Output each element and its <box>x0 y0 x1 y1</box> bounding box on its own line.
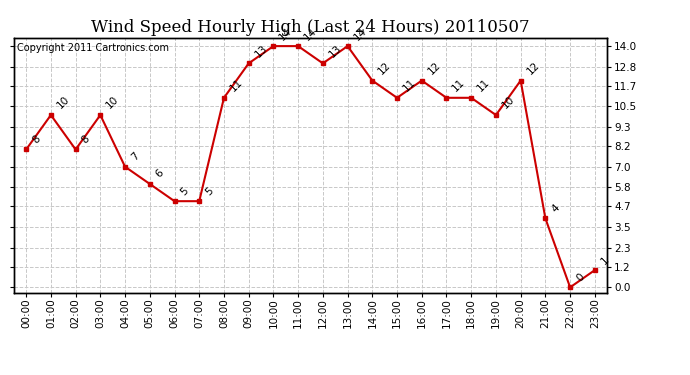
Text: 10: 10 <box>55 94 71 111</box>
Text: 11: 11 <box>475 77 492 94</box>
Text: 13: 13 <box>327 43 344 59</box>
Text: 12: 12 <box>426 60 442 76</box>
Text: 1: 1 <box>599 254 611 266</box>
Text: 14: 14 <box>302 26 319 42</box>
Text: 10: 10 <box>500 94 516 111</box>
Text: 14: 14 <box>277 26 294 42</box>
Text: 11: 11 <box>451 77 467 94</box>
Text: 0: 0 <box>574 272 586 283</box>
Text: 13: 13 <box>253 43 269 59</box>
Text: Copyright 2011 Cartronics.com: Copyright 2011 Cartronics.com <box>17 43 169 52</box>
Text: 6: 6 <box>154 168 166 180</box>
Title: Wind Speed Hourly High (Last 24 Hours) 20110507: Wind Speed Hourly High (Last 24 Hours) 2… <box>91 19 530 36</box>
Text: 4: 4 <box>549 202 561 214</box>
Text: 5: 5 <box>204 185 215 197</box>
Text: 12: 12 <box>525 60 541 76</box>
Text: 5: 5 <box>179 185 190 197</box>
Text: 11: 11 <box>228 77 244 94</box>
Text: 7: 7 <box>129 151 141 162</box>
Text: 11: 11 <box>401 77 417 94</box>
Text: 12: 12 <box>377 60 393 76</box>
Text: 10: 10 <box>104 94 121 111</box>
Text: 14: 14 <box>352 26 368 42</box>
Text: 8: 8 <box>80 134 92 146</box>
Text: 8: 8 <box>30 134 42 146</box>
